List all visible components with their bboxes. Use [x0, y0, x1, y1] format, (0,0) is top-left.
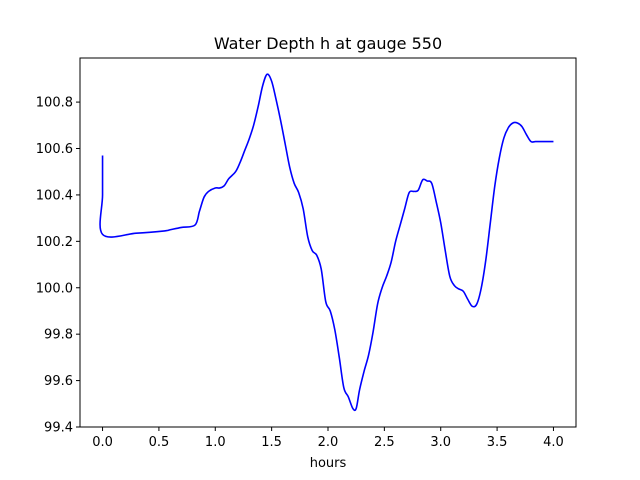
x-axis: 0.0 0.5 1.0 1.5 2.0 2.5 3.0 3.5 4.0: [92, 427, 564, 450]
y-tick-label: 100.8: [36, 96, 73, 111]
y-tick-label: 99.6: [44, 374, 73, 389]
x-tick-label: 3.5: [487, 435, 508, 450]
y-tick-label: 100.2: [36, 235, 73, 250]
x-tick-label: 1.5: [261, 435, 282, 450]
y-tick-label: 99.8: [44, 328, 73, 343]
x-tick-label: 1.0: [205, 435, 226, 450]
series-layer: [99, 73, 554, 412]
series-line: [99, 73, 554, 412]
x-axis-label: hours: [310, 456, 347, 471]
chart-title: Water Depth h at gauge 550: [214, 34, 442, 53]
x-tick-label: 2.0: [318, 435, 339, 450]
x-tick-label: 2.5: [374, 435, 395, 450]
x-tick-label: 0.5: [149, 435, 170, 450]
x-tick-label: 4.0: [543, 435, 564, 450]
y-tick-label: 100.0: [36, 281, 73, 296]
x-tick-label: 3.0: [430, 435, 451, 450]
x-tick-label: 0.0: [92, 435, 113, 450]
y-tick-label: 99.4: [44, 421, 73, 436]
y-tick-label: 100.6: [36, 142, 73, 157]
y-tick-label: 100.4: [36, 188, 73, 203]
plot-frame: [79, 57, 577, 428]
y-axis: 99.4 99.6 99.8 100.0 100.2 100.4 100.6 100.8: [36, 96, 80, 436]
